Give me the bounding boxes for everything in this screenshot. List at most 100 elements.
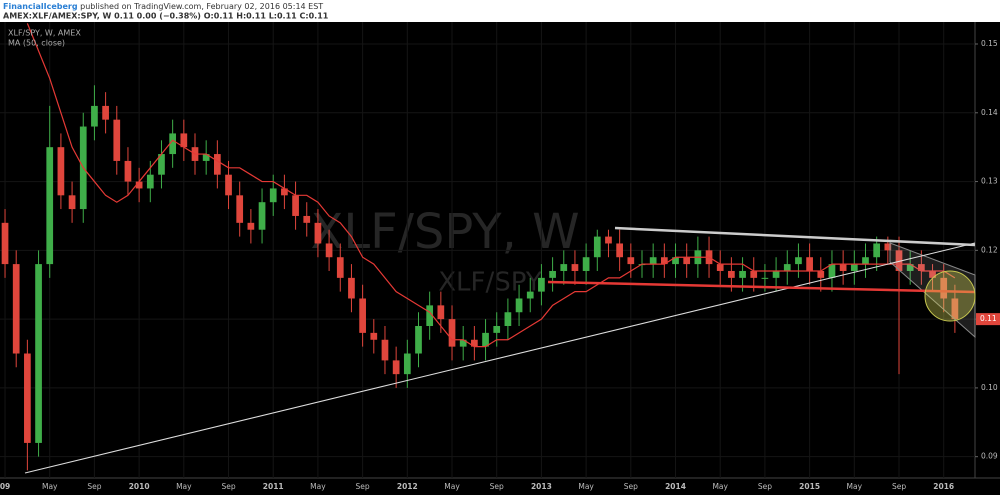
y-tick-label: 0.10	[981, 383, 998, 392]
candle-body	[281, 188, 288, 196]
candle-body	[213, 154, 221, 175]
candle-body	[839, 264, 847, 271]
candle-body	[895, 250, 903, 271]
x-tick-label: May	[847, 482, 863, 491]
candle-body	[683, 257, 691, 265]
candle-body	[817, 270, 825, 278]
candle-body	[403, 353, 411, 375]
candle-body	[560, 264, 568, 271]
x-tick-label: Sep	[490, 482, 504, 491]
candle-body	[269, 188, 277, 203]
publisher[interactable]: FinancialIceberg	[3, 2, 78, 11]
candle-body	[68, 195, 76, 210]
candle-body	[482, 332, 489, 347]
candle-body	[202, 154, 210, 161]
candle-body	[571, 264, 579, 271]
x-tick-label: 2012	[397, 482, 418, 491]
header-publisher-line: FinancialIceberg published on TradingVie…	[3, 2, 323, 11]
candle-body	[348, 277, 355, 299]
candle-body	[750, 270, 758, 278]
candle-body	[12, 264, 20, 354]
symbol-line: AMEX:XLF/AMEX:SPY, W 0.11 0.00 (−0.38%) …	[3, 12, 329, 21]
y-tick-label: 0.15	[981, 39, 998, 48]
candle-body	[392, 360, 400, 375]
x-tick-label: May	[578, 482, 594, 491]
candle-body	[783, 264, 791, 271]
x-tick-label: 2014	[665, 482, 686, 491]
plot	[0, 22, 975, 478]
legend-ma: MA (50, close)	[8, 39, 65, 48]
x-tick-label: 2013	[531, 482, 552, 491]
x-tick-label: Sep	[87, 482, 101, 491]
candle-body	[471, 339, 478, 347]
candle-body	[370, 332, 378, 340]
candle-body	[292, 195, 299, 216]
candle-body	[325, 243, 333, 258]
candle-body	[169, 133, 177, 155]
x-tick-label: Sep	[221, 482, 235, 491]
candle-body	[359, 298, 366, 333]
candle-body	[124, 160, 132, 182]
candle-body	[448, 319, 456, 347]
x-tick-label: Sep	[758, 482, 772, 491]
horizontal-support	[547, 280, 976, 294]
candle-body	[1, 222, 9, 265]
candle-body	[303, 215, 311, 223]
x-tick-label: May	[310, 482, 326, 491]
candle-body	[605, 236, 612, 244]
watermark-small: XLF/SPY	[438, 268, 542, 298]
y-tick-label: 0.12	[981, 245, 998, 254]
candle-body	[660, 257, 668, 265]
candle-body	[24, 353, 31, 443]
candle-body	[336, 257, 344, 278]
candle-body	[649, 257, 657, 265]
x-tick-label: May	[712, 482, 728, 491]
candle-body	[672, 257, 679, 265]
candle-body	[526, 291, 534, 299]
candle-body	[918, 264, 925, 271]
candle-body	[772, 270, 780, 278]
candle-body	[180, 133, 188, 148]
support-trendline	[24, 242, 976, 474]
x-tick-label: 2010	[129, 482, 150, 491]
resistance-line	[614, 226, 976, 247]
candle-body	[906, 264, 914, 271]
candle-body	[538, 277, 545, 292]
x-tick-label: May	[176, 482, 192, 491]
candle-body	[437, 305, 445, 320]
candle-body	[884, 243, 892, 251]
y-tick-label: 0.09	[981, 452, 998, 461]
candle-body	[57, 147, 65, 196]
candle-body	[627, 257, 635, 265]
header-bar	[0, 0, 1000, 22]
candle-body	[862, 257, 869, 265]
watermark: XLF/SPY, W	[310, 204, 579, 260]
last-price-label: 0.11	[980, 314, 997, 323]
x-tick-label: 2011	[263, 482, 284, 491]
x-tick-label: Sep	[356, 482, 370, 491]
candle-body	[593, 236, 601, 258]
candle-body	[739, 270, 746, 278]
x-tick-label: May	[444, 482, 460, 491]
candle-body	[493, 326, 501, 333]
legend-title: XLF/SPY, W, AMEX	[8, 29, 81, 38]
x-tick-label: 09	[0, 482, 10, 491]
candle-body	[549, 270, 556, 278]
published-text: published on TradingView.com, February 0…	[80, 2, 323, 11]
y-tick-label: 0.13	[981, 177, 998, 186]
candle-body	[515, 298, 523, 313]
candle-body	[716, 264, 724, 271]
candle-body	[616, 243, 623, 258]
x-tick-label: May	[42, 482, 58, 491]
candle-body	[940, 277, 948, 299]
candle-body	[728, 270, 735, 278]
y-tick-label: 0.14	[981, 108, 998, 117]
candle-body	[91, 105, 98, 127]
candle-body	[582, 257, 590, 271]
candle-body	[247, 222, 255, 230]
candle-body	[225, 174, 232, 196]
plot-background	[0, 22, 1000, 495]
candle-body	[426, 305, 434, 326]
x-tick-label: 2016	[933, 482, 954, 491]
